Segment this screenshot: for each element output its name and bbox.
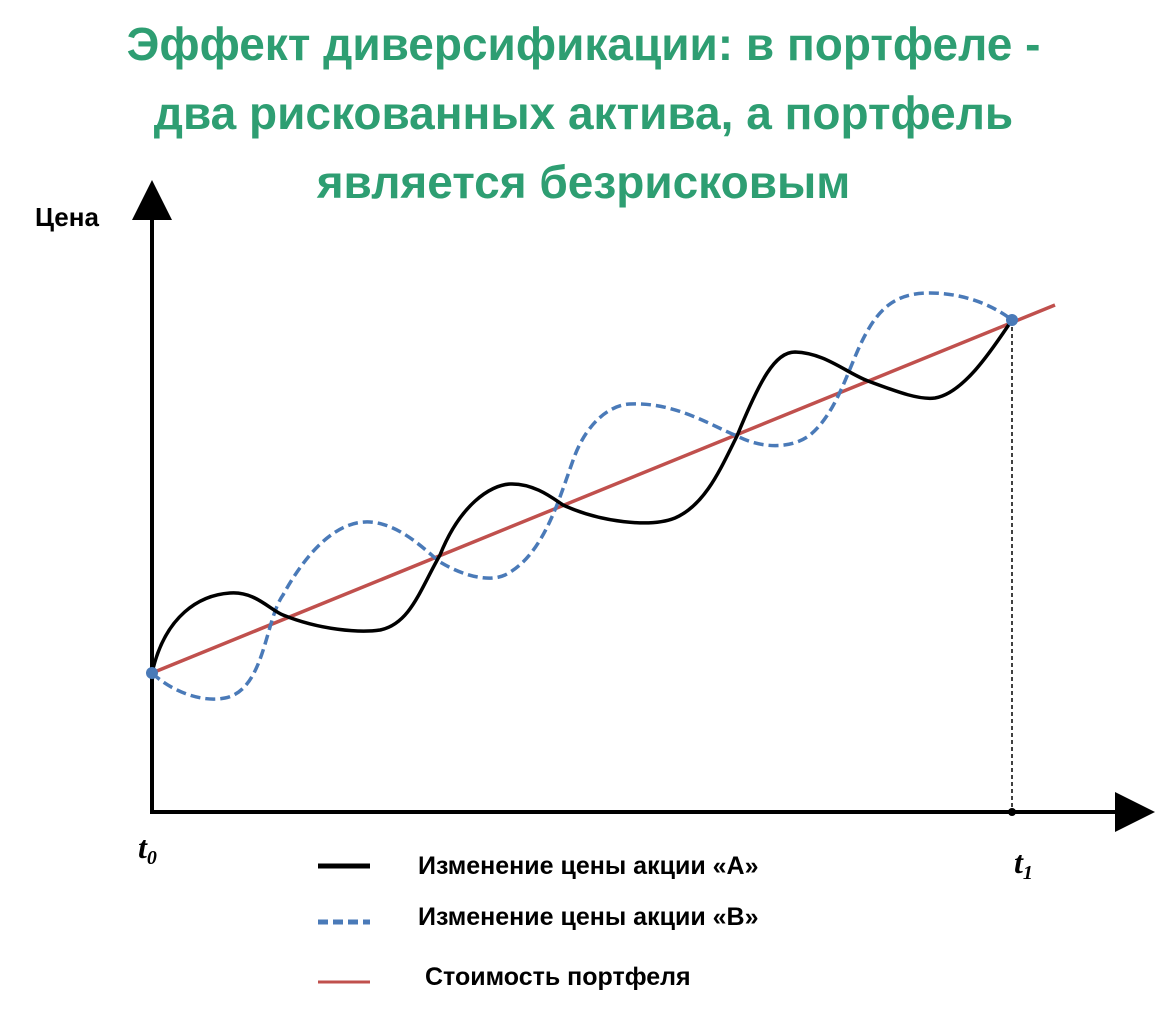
- x-tick-t1: t1: [1014, 844, 1033, 884]
- legend: Изменение цены акции «А» Изменение цены …: [318, 852, 759, 991]
- title-line-3: является безрисковым: [316, 156, 851, 208]
- legend-label-stock-b: Изменение цены акции «В»: [418, 903, 759, 931]
- legend-label-stock-a: Изменение цены акции «А»: [418, 852, 759, 880]
- title-line-2: два рискованных актива, а портфель: [153, 87, 1014, 139]
- t0-letter: t: [138, 829, 148, 865]
- series-stock-b: [150, 291, 1014, 701]
- series-portfolio: [151, 303, 1056, 675]
- x-tick-t0: t0: [138, 829, 157, 869]
- chart-title: Эффект диверсификации: в портфеле - два …: [0, 10, 1167, 217]
- end-point: [1006, 314, 1018, 326]
- t1-axis-point: [1008, 808, 1016, 816]
- t1-letter: t: [1014, 844, 1024, 880]
- t0-subscript: 0: [147, 847, 157, 869]
- t1-subscript: 1: [1023, 862, 1033, 884]
- series-stock-a: [150, 319, 1014, 674]
- y-axis-label: Цена: [35, 202, 99, 232]
- title-line-1: Эффект диверсификации: в портфеле -: [126, 18, 1041, 70]
- start-point: [146, 667, 158, 679]
- legend-label-portfolio: Стоимость портфеля: [425, 963, 691, 991]
